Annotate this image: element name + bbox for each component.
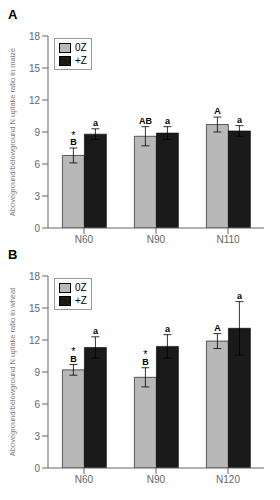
- svg-text:B: B: [70, 137, 77, 148]
- html-text:B: B: [8, 247, 18, 262]
- svg-text:*: *: [71, 129, 76, 141]
- html-text:+Z: +Z: [75, 55, 87, 66]
- svg-text:a: a: [237, 115, 243, 125]
- svg-text:a: a: [237, 291, 243, 301]
- svg-text:*: *: [71, 345, 76, 357]
- svg-text:Aboveground/belowground N upta: Aboveground/belowground N uptake ratio i…: [8, 48, 17, 216]
- svg-text:6: 6: [34, 159, 40, 170]
- html-text:A: A: [8, 7, 18, 22]
- svg-text:12: 12: [29, 335, 41, 346]
- svg-text:N110: N110: [216, 234, 240, 245]
- svg-text:9: 9: [34, 127, 40, 138]
- svg-text:15: 15: [29, 303, 41, 314]
- svg-text:a: a: [93, 118, 99, 128]
- svg-text:B: B: [70, 353, 77, 364]
- svg-text:9: 9: [34, 367, 40, 378]
- svg-text:A: A: [214, 323, 221, 333]
- svg-text:18: 18: [29, 271, 41, 282]
- svg-text:15: 15: [29, 63, 41, 74]
- svg-text:0: 0: [34, 223, 40, 234]
- svg-text:3: 3: [34, 191, 40, 202]
- svg-text:Aboveground/belowground N upta: Aboveground/belowground N uptake ratio i…: [8, 287, 17, 456]
- svg-text:12: 12: [29, 95, 41, 106]
- svg-text:N60: N60: [75, 234, 94, 245]
- svg-text:*: *: [143, 348, 148, 360]
- html-text:0Z: 0Z: [75, 42, 87, 53]
- svg-text:B: B: [142, 357, 149, 368]
- svg-text:AB: AB: [139, 116, 152, 126]
- svg-text:a: a: [165, 116, 171, 126]
- html-text:+Z: +Z: [75, 295, 87, 306]
- svg-text:6: 6: [34, 399, 40, 410]
- svg-text:N90: N90: [147, 474, 166, 485]
- svg-text:N120: N120: [216, 474, 240, 485]
- svg-text:18: 18: [29, 31, 41, 42]
- svg-text:A: A: [214, 106, 221, 116]
- svg-text:3: 3: [34, 431, 40, 442]
- svg-text:a: a: [165, 324, 171, 334]
- html-text:0Z: 0Z: [75, 282, 87, 293]
- svg-text:N90: N90: [147, 234, 166, 245]
- svg-text:a: a: [93, 326, 99, 336]
- svg-text:0: 0: [34, 463, 40, 474]
- svg-text:N60: N60: [75, 474, 94, 485]
